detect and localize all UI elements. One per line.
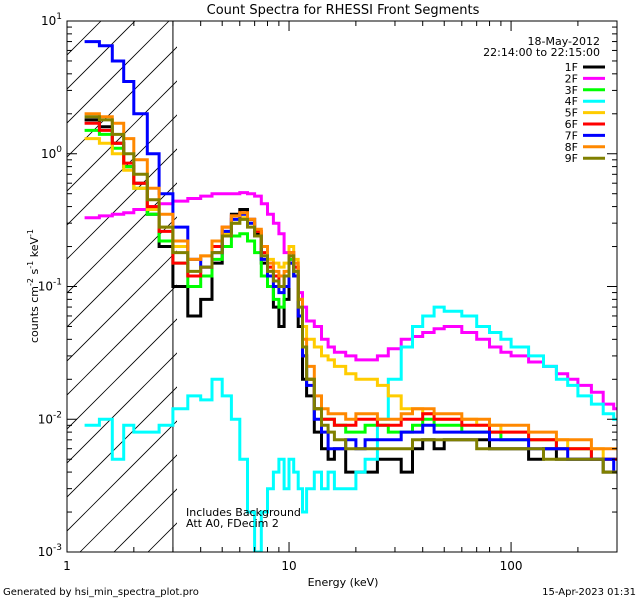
hatch-line [67,250,177,362]
series-line-7f [84,40,617,474]
x-tick-label: 10 [281,559,296,573]
y-tick-label: 101 [41,12,62,28]
y-axis-label: counts cm-2 s-1 keV-1 [26,229,41,343]
legend-label-4f: 4F [565,95,578,108]
footer-timestamp: 15-Apr-2023 01:31 [542,587,636,598]
series-line-5f [84,137,617,461]
series-line-3f [84,128,617,461]
y-axis-tick-labels: 10-3 10-2 10-1 100 101 [38,12,63,559]
legend-label-5f: 5F [565,107,578,120]
legend-label-1f: 1F [565,61,578,74]
plot-frame [66,20,618,553]
series-line-8f [84,112,617,451]
series-line-4f [84,305,617,552]
hatch-line [67,21,170,124]
x-tick-label: 100 [500,559,523,573]
footer-generator: Generated by hsi_min_spectra_plot.pro [3,587,199,598]
y-tick-label: 10-2 [38,410,62,426]
hatch-line [79,454,177,552]
series-line-9f [84,115,617,474]
hatch-line [67,420,177,532]
time-range-label: 22:14:00 to 22:15:00 [483,46,600,59]
y-tick-label: 10-1 [38,278,62,294]
x-axis-tick-labels: 1 10 100 [63,559,522,573]
x-tick-label: 1 [63,559,71,573]
series-line-6f [84,121,617,461]
x-axis-label: Energy (keV) [308,576,379,589]
annotation-background: Includes Background [186,506,301,519]
hatch-line [67,46,177,158]
legend-label-7f: 7F [565,129,578,142]
series-group [84,40,617,552]
legend-label-8f: 8F [565,141,578,154]
hatch-line [67,386,177,498]
legend-label-6f: 6F [565,118,578,131]
legend-label-3f: 3F [565,84,578,97]
legend-label-9f: 9F [565,152,578,165]
series-line-2f [84,191,617,411]
hatch-line [67,80,177,192]
chart-title: Count Spectra for RHESSI Front Segments [207,3,480,18]
y-tick-label: 10-3 [38,543,62,559]
date-label: 18-May-2012 [528,35,600,48]
annotation-attenuator: Att A0, FDecim 2 [186,517,279,530]
hatch-line [67,216,177,328]
legend-label-2f: 2F [565,72,578,85]
y-tick-label: 100 [41,145,62,161]
axis-ticks [66,20,618,553]
